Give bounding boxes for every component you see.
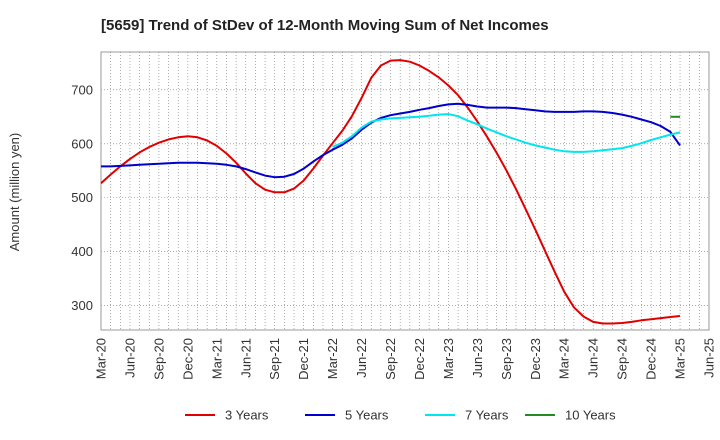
x-tick-label: Dec-23: [528, 338, 543, 380]
x-tick-label: Sep-20: [151, 338, 166, 380]
legend-label-10-years: 10 Years: [565, 408, 616, 423]
x-tick-label: Sep-24: [615, 338, 630, 380]
x-tick-label: Dec-22: [412, 338, 427, 380]
x-tick-label: Jun-22: [354, 338, 369, 378]
series-line-5-years: [101, 102, 681, 179]
x-tick-label: Mar-25: [673, 338, 688, 379]
x-tick-label: Mar-20: [94, 338, 109, 379]
legend: 3 Years 5 Years 7 Years 10 Years: [185, 408, 616, 423]
x-tick-label: Dec-20: [180, 338, 195, 380]
x-tick-label: Jun-24: [586, 338, 601, 378]
legend-label-3-years: 3 Years: [225, 408, 269, 423]
x-tick-label: Mar-21: [209, 338, 224, 379]
legend-label-7-years: 7 Years: [465, 408, 509, 423]
x-tick-label: Sep-22: [383, 338, 398, 380]
x-tick-label: Jun-23: [470, 338, 485, 378]
plot-background: [101, 52, 709, 330]
y-tick-label: 300: [71, 298, 93, 313]
y-axis-label: Amount (million yen): [7, 133, 22, 252]
plot-frame: [100, 51, 710, 331]
series-line-3-years: [100, 59, 681, 325]
x-tick-label: Sep-23: [499, 338, 514, 380]
x-tick-label: Mar-22: [325, 338, 340, 379]
y-tick-label: 400: [71, 244, 93, 259]
x-tick-label: Dec-21: [296, 338, 311, 380]
chart-title: [5659] Trend of StDev of 12-Month Moving…: [101, 17, 549, 34]
plot-area: 300 400 500 600 700 Mar-20 Jun-20 Sep-20 Dec-20 M…: [71, 51, 717, 380]
x-tick-label: Sep-21: [267, 338, 282, 380]
x-tick-label: Mar-24: [557, 338, 572, 379]
x-tick-label: Jun-25: [702, 338, 717, 378]
x-tick-label: Jun-21: [238, 338, 253, 378]
x-tick-label: Jun-20: [122, 338, 137, 378]
y-tick-label: 500: [71, 190, 93, 205]
y-tick-label: 700: [71, 82, 93, 97]
x-tick-label: Dec-24: [644, 338, 659, 380]
legend-label-5-years: 5 Years: [345, 408, 389, 423]
x-tick-label: Mar-23: [441, 338, 456, 379]
y-tick-label: 600: [71, 136, 93, 151]
series-line-7-years: [332, 113, 681, 153]
